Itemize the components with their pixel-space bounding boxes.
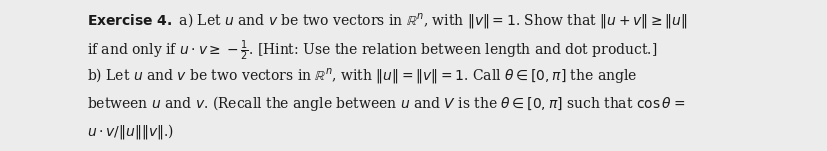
Text: between $u$ and $v$. (Recall the angle between $u$ and $V$ is the $\theta \in [0: between $u$ and $v$. (Recall the angle b…: [87, 94, 685, 113]
Text: $u \cdot v/\|u\|\|v\|$.): $u \cdot v/\|u\|\|v\|$.): [87, 122, 174, 141]
Text: if and only if $u \cdot v \geq -\frac{1}{2}$. [Hint: Use the relation between le: if and only if $u \cdot v \geq -\frac{1}…: [87, 39, 657, 63]
Text: What is the condition on $\theta$ to have $\|u + v\| \geq 1$.: What is the condition on $\theta$ to hav…: [120, 150, 444, 151]
Text: $\mathbf{Exercise\ 4.}$ a) Let $u$ and $v$ be two vectors in $\mathbb{R}^n$, wit: $\mathbf{Exercise\ 4.}$ a) Let $u$ and $…: [87, 11, 687, 30]
Text: b) Let $u$ and $v$ be two vectors in $\mathbb{R}^n$, with $\|u\| = \|v\| = 1$. C: b) Let $u$ and $v$ be two vectors in $\m…: [87, 66, 637, 85]
